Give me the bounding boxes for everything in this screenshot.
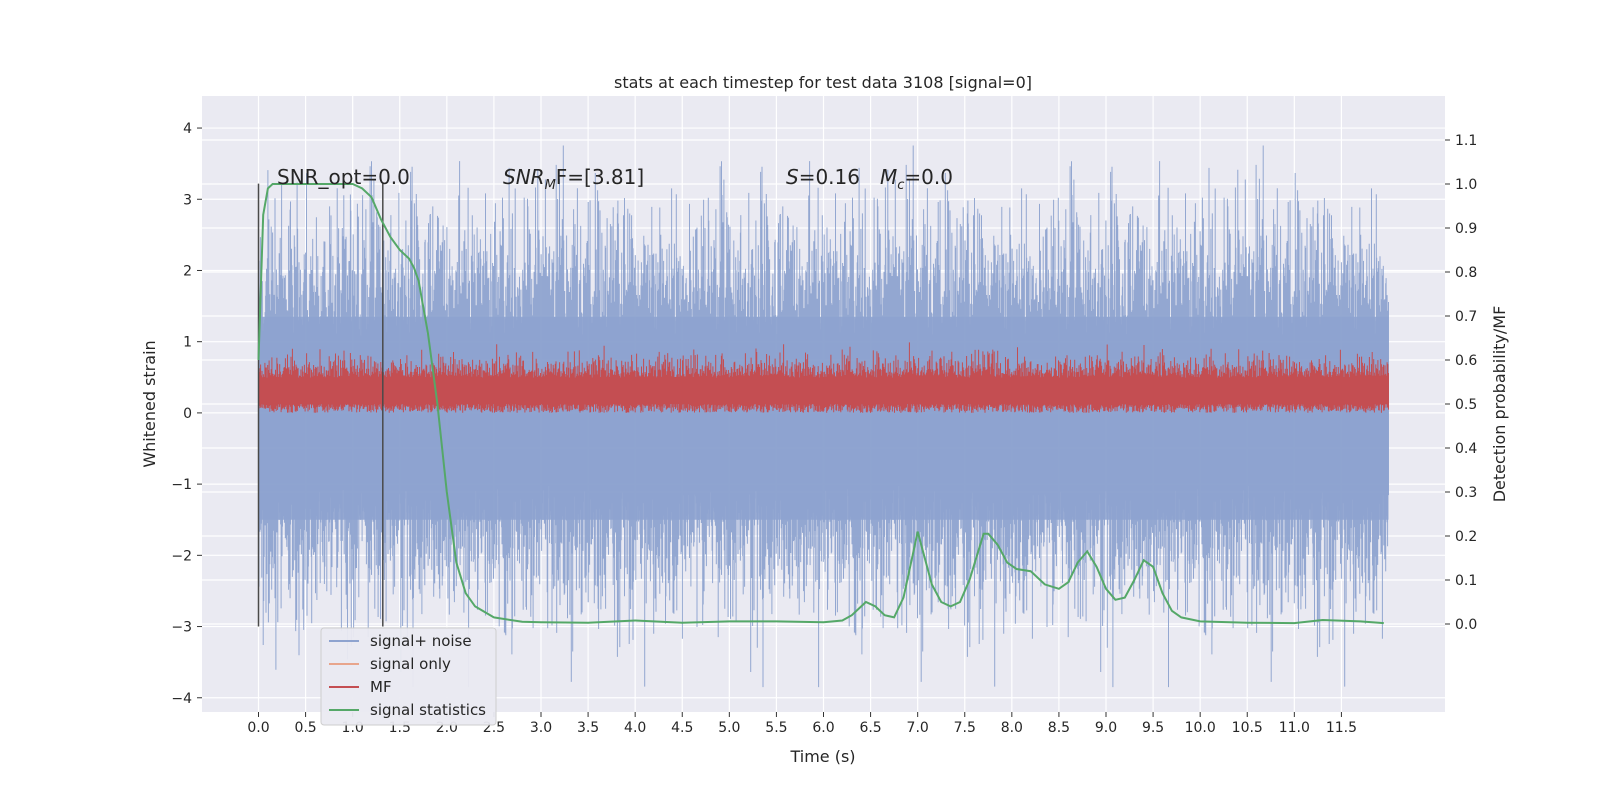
y-tick-label: −1 bbox=[171, 477, 192, 493]
x-tick-label: 6.0 bbox=[812, 720, 834, 736]
marker-lines bbox=[257, 183, 384, 627]
snr-mf-sub: M bbox=[545, 178, 556, 193]
legend-label-signal-only: signal only bbox=[370, 655, 451, 673]
s-prefix: S bbox=[786, 165, 799, 189]
y2-tick-label: 0.9 bbox=[1455, 221, 1477, 237]
x-tick-label: 7.0 bbox=[907, 720, 929, 736]
snr-mf-prefix: SNR bbox=[503, 165, 545, 189]
series-mf bbox=[258, 342, 1389, 413]
x-tick-label: 11.5 bbox=[1326, 720, 1357, 736]
x-tick-label: 11.0 bbox=[1279, 720, 1310, 736]
x-tick-label: 7.5 bbox=[954, 720, 976, 736]
y-axis-left: 4 3 2 1 0 −1 −2 −3 −4 bbox=[171, 121, 202, 707]
y2-tick-label: 0.6 bbox=[1455, 353, 1477, 369]
legend-label-mf: MF bbox=[370, 678, 392, 696]
series-signal-statistics bbox=[257, 183, 1384, 625]
y2-tick-label: 0.0 bbox=[1455, 617, 1477, 633]
snr-mf-suffix: F=[3.81] bbox=[556, 165, 644, 189]
legend-label-noise: signal+ noise bbox=[370, 632, 472, 650]
y-tick-label: 4 bbox=[183, 121, 192, 137]
mc-sub: c bbox=[897, 178, 904, 193]
y-tick-label: −4 bbox=[171, 691, 192, 707]
x-tick-label: 10.0 bbox=[1185, 720, 1216, 736]
y2-tick-label: 0.7 bbox=[1455, 309, 1477, 325]
x-tick-label: 5.5 bbox=[765, 720, 787, 736]
y2-tick-label: 0.8 bbox=[1455, 265, 1477, 281]
mc-prefix: M bbox=[880, 165, 897, 189]
annotation-snr-opt: SNR_opt=0.0 bbox=[277, 165, 410, 189]
y-axis-label: Whitened strain bbox=[140, 340, 159, 467]
mc-value: =0.0 bbox=[904, 165, 953, 189]
y2-tick-label: 0.4 bbox=[1455, 441, 1477, 457]
y2-tick-label: 0.2 bbox=[1455, 529, 1477, 545]
x-tick-label: 6.5 bbox=[859, 720, 881, 736]
y2-tick-label: 0.3 bbox=[1455, 485, 1477, 501]
x-tick-label: 10.5 bbox=[1232, 720, 1263, 736]
x-tick-label: 3.5 bbox=[577, 720, 599, 736]
x-tick-label: 8.5 bbox=[1048, 720, 1070, 736]
y-axis-right: 1.1 1.0 0.9 0.8 0.7 0.6 0.5 0.4 0.3 0.2 0.1 0.0 bbox=[1445, 133, 1477, 633]
legend: signal+ noise signal only MF signal stat… bbox=[320, 627, 497, 726]
x-tick-label: 9.0 bbox=[1095, 720, 1117, 736]
x-axis-label: Time (s) bbox=[789, 747, 855, 766]
noise-core bbox=[258, 316, 1389, 520]
s-value: =0.16 bbox=[799, 165, 860, 189]
x-tick-label: 3.0 bbox=[530, 720, 552, 736]
chart-title: stats at each timestep for test data 310… bbox=[614, 73, 1032, 92]
x-tick-label: 4.0 bbox=[624, 720, 646, 736]
y2-tick-label: 1.1 bbox=[1455, 133, 1477, 149]
x-tick-label: 9.5 bbox=[1142, 720, 1164, 736]
x-tick-label: 8.0 bbox=[1001, 720, 1023, 736]
legend-box bbox=[320, 627, 497, 726]
y-tick-label: 3 bbox=[183, 192, 192, 208]
mf-core bbox=[258, 382, 1389, 398]
x-tick-label: 0.5 bbox=[294, 720, 316, 736]
stats-line bbox=[257, 183, 1384, 625]
x-tick-label: 4.5 bbox=[671, 720, 693, 736]
y2-axis-label: Detection probability/MF bbox=[1490, 306, 1509, 503]
annotation-s: S=0.16 bbox=[786, 165, 860, 189]
annotation-mc: Mc=0.0 bbox=[880, 165, 953, 193]
annotation-snr-mf: SNRMF=[3.81] bbox=[503, 165, 644, 193]
y-tick-label: 0 bbox=[183, 406, 192, 422]
y-tick-label: −3 bbox=[171, 620, 192, 636]
x-tick-label: 0.0 bbox=[247, 720, 269, 736]
y2-tick-label: 1.0 bbox=[1455, 177, 1477, 193]
x-tick-label: 5.0 bbox=[718, 720, 740, 736]
y-tick-label: 2 bbox=[183, 263, 192, 279]
legend-label-stats: signal statistics bbox=[370, 701, 486, 719]
y2-tick-label: 0.5 bbox=[1455, 397, 1477, 413]
y-tick-label: 1 bbox=[183, 335, 192, 351]
y2-tick-label: 0.1 bbox=[1455, 573, 1477, 589]
y-tick-label: −2 bbox=[171, 548, 192, 564]
